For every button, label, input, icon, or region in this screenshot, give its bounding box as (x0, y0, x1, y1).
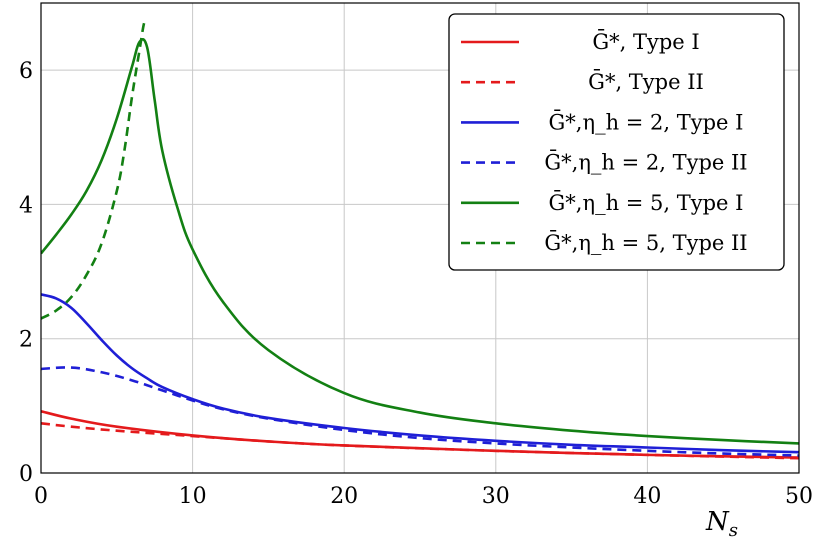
series-line-6 (41, 18, 149, 320)
x-tick-label-0: 0 (34, 484, 48, 509)
x-tick-label-10: 10 (179, 484, 207, 509)
legend-label-4: Ḡ*,η_h = 2, Type II (544, 150, 747, 175)
y-tick-label-0: 0 (19, 462, 33, 487)
legend-label-2: Ḡ*, Type II (588, 69, 704, 94)
series-line-2 (41, 422, 799, 460)
series-lines (41, 18, 799, 460)
y-tick-label-4: 4 (19, 193, 33, 218)
plot-frame (40, 2, 800, 474)
legend-label-5: Ḡ*,η_h = 5, Type I (549, 190, 744, 215)
x-tick-label-30: 30 (482, 484, 510, 509)
y-tick-label-6: 6 (19, 59, 33, 84)
legend-label-6: Ḡ*,η_h = 5, Type II (544, 230, 747, 255)
series-line-5 (41, 38, 799, 445)
y-tick-label-2: 2 (19, 328, 33, 353)
x-tick-label-40: 40 (633, 484, 661, 509)
legend-box (448, 13, 785, 271)
legend-label-1: Ḡ*, Type I (592, 29, 699, 54)
legend: Ḡ*, Type I Ḡ*, Type II Ḡ*,η_h = 2, Type I Ḡ… (448, 13, 785, 271)
x-axis-label: Ns (705, 507, 738, 541)
x-tick-label-50: 50 (785, 484, 813, 509)
x-tick-label-20: 20 (330, 484, 358, 509)
tick-labels: 0 10 20 30 40 50 0 2 4 6 (19, 59, 813, 509)
series-line-4 (41, 366, 799, 457)
legend-label-3: Ḡ*,η_h = 2, Type I (549, 109, 744, 134)
